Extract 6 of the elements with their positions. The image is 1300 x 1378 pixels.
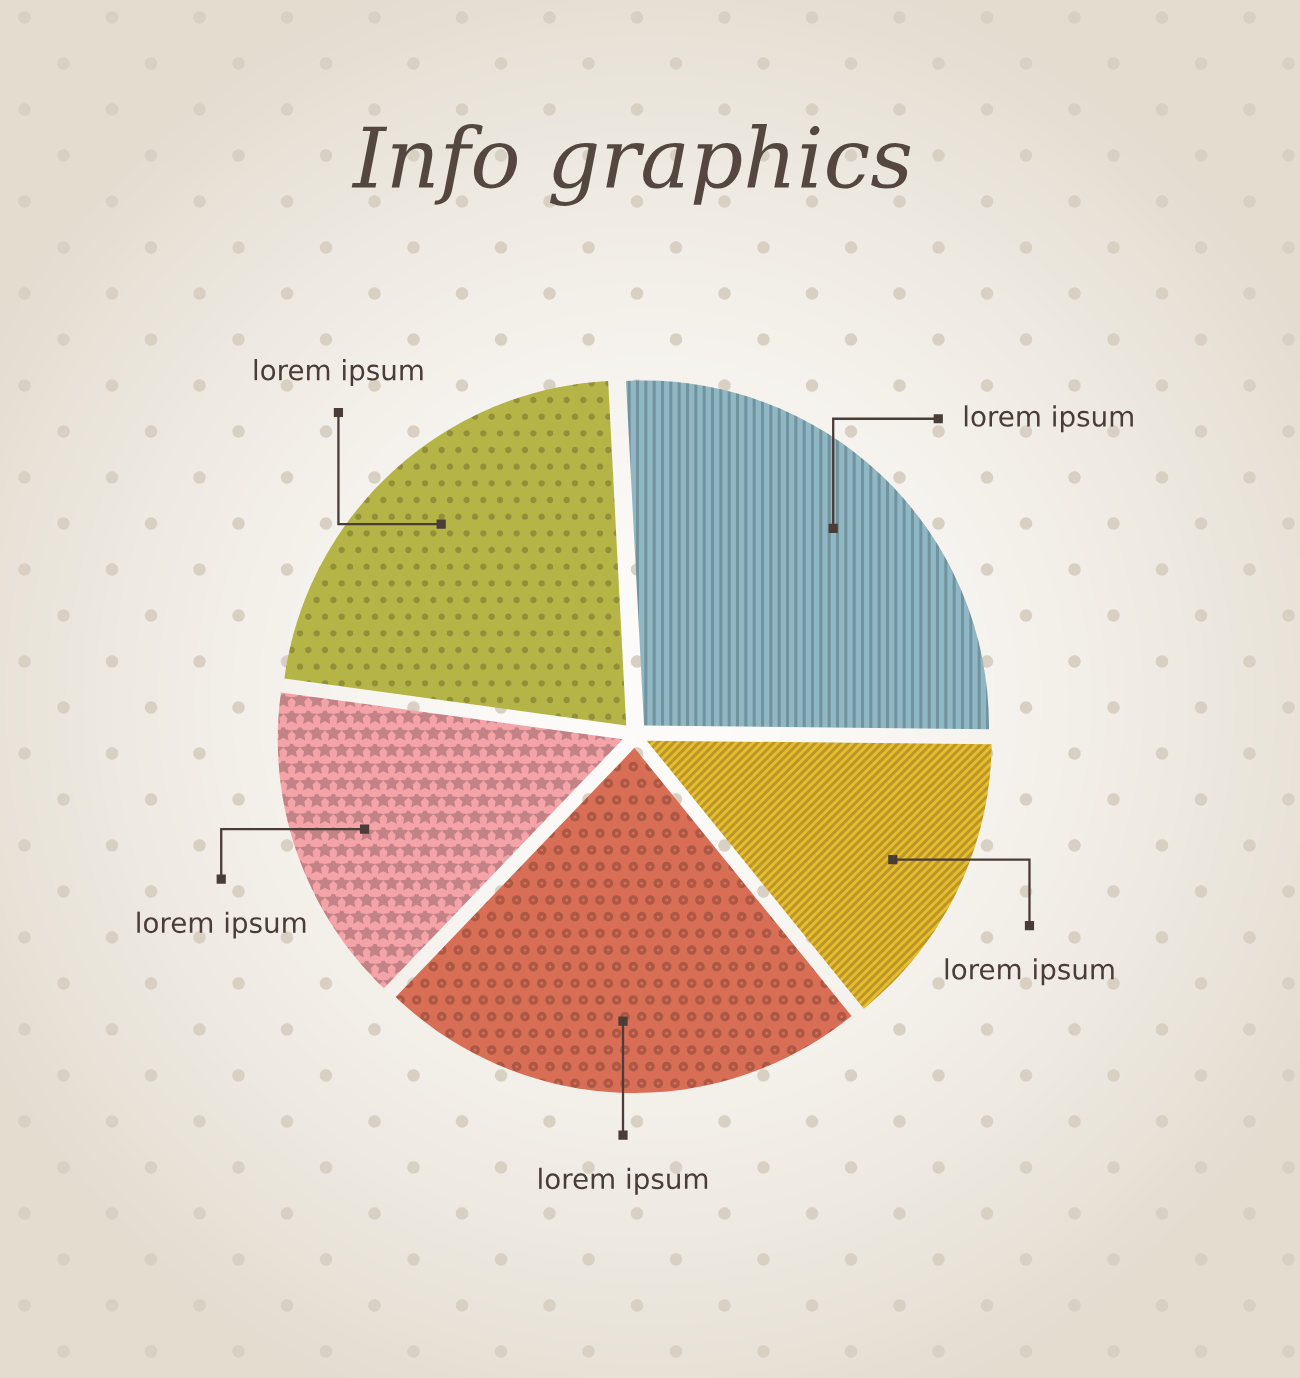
slice-label: lorem ipsum [539,1167,708,1195]
chart-title: Info graphics [351,124,911,206]
slice-label: lorem ipsum [137,911,306,939]
slice-label: lorem ipsum [945,958,1114,986]
slice-label: lorem ipsum [964,405,1133,433]
slice-label: lorem ipsum [254,359,423,386]
